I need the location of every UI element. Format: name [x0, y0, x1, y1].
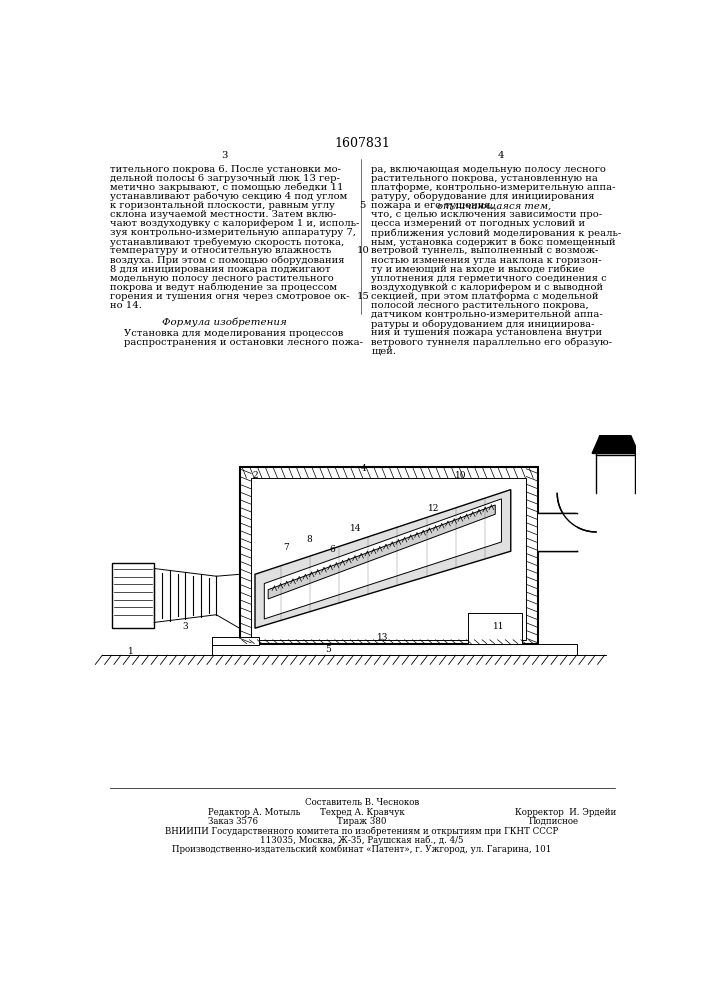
Text: 14: 14: [350, 524, 361, 533]
Text: 3: 3: [182, 622, 188, 631]
Text: 10: 10: [455, 471, 466, 480]
Text: ветровой туннель, выполненный с возмож-: ветровой туннель, выполненный с возмож-: [371, 246, 599, 255]
Text: 5: 5: [360, 201, 366, 210]
Text: воздуходувкой с калорифером и с выводной: воздуходувкой с калорифером и с выводной: [371, 283, 603, 292]
Text: 4: 4: [361, 464, 366, 473]
Text: дельной полосы 6 загрузочный люк 13 гер-: дельной полосы 6 загрузочный люк 13 гер-: [110, 174, 340, 183]
Text: Установка для моделирования процессов: Установка для моделирования процессов: [124, 329, 344, 338]
Text: ния и тушения пожара установлена внутри: ния и тушения пожара установлена внутри: [371, 328, 602, 337]
Text: но 14.: но 14.: [110, 301, 142, 310]
Text: Заказ 3576: Заказ 3576: [209, 817, 259, 826]
Text: 8: 8: [306, 535, 312, 544]
Text: 113035, Москва, Ж-35, Раушская наб., д. 4/5: 113035, Москва, Ж-35, Раушская наб., д. …: [260, 835, 464, 845]
Text: тительного покрова 6. После установки мо-: тительного покрова 6. После установки мо…: [110, 165, 341, 174]
Text: щей.: щей.: [371, 346, 396, 355]
Text: пожара и его тушения,: пожара и его тушения,: [371, 201, 497, 210]
Text: Тираж 380: Тираж 380: [337, 817, 387, 826]
Text: 5: 5: [326, 645, 332, 654]
Text: устанавливают рабочую секцию 4 под углом: устанавливают рабочую секцию 4 под углом: [110, 192, 347, 201]
Text: 3: 3: [221, 151, 227, 160]
Text: растительного покрова, установленную на: растительного покрова, установленную на: [371, 174, 598, 183]
Text: ветрового туннеля параллельно его образую-: ветрового туннеля параллельно его образу…: [371, 337, 612, 347]
Text: платформе, контрольно-измерительную аппа-: платформе, контрольно-измерительную аппа…: [371, 183, 616, 192]
Text: 1607831: 1607831: [334, 137, 390, 150]
Text: 2: 2: [252, 471, 258, 480]
Text: Редактор А. Мотыль: Редактор А. Мотыль: [209, 808, 301, 817]
Text: ра, включающая модельную полосу лесного: ра, включающая модельную полосу лесного: [371, 165, 606, 174]
Text: цесса измерений от погодных условий и: цесса измерений от погодных условий и: [371, 219, 585, 228]
Text: 7: 7: [283, 543, 289, 552]
Text: отличающаяся тем,: отличающаяся тем,: [437, 201, 551, 210]
Text: 11: 11: [493, 622, 505, 631]
Text: Подписное: Подписное: [528, 817, 578, 826]
Polygon shape: [112, 563, 154, 628]
Polygon shape: [592, 436, 638, 453]
Text: температуру и относительную влажность: температуру и относительную влажность: [110, 246, 332, 255]
Text: 10: 10: [356, 246, 369, 255]
Text: зуя контрольно-измерительную аппаратуру 7,: зуя контрольно-измерительную аппаратуру …: [110, 228, 356, 237]
Polygon shape: [468, 613, 522, 644]
Text: ВНИИПИ Государственного комитета по изобретениям и открытиям при ГКНТ СССР: ВНИИПИ Государственного комитета по изоб…: [165, 826, 559, 836]
Text: склона изучаемой местности. Затем вклю-: склона изучаемой местности. Затем вклю-: [110, 210, 337, 219]
Text: Корректор  И. Эрдейи: Корректор И. Эрдейи: [515, 808, 616, 817]
Text: 15: 15: [356, 292, 369, 301]
Text: 8 для инициирования пожара поджигают: 8 для инициирования пожара поджигают: [110, 265, 331, 274]
Text: Производственно-издательский комбинат «Патент», г. Ужгород, ул. Гагарина, 101: Производственно-издательский комбинат «П…: [173, 845, 551, 854]
Polygon shape: [255, 490, 510, 628]
Text: покрова и ведут наблюдение за процессом: покрова и ведут наблюдение за процессом: [110, 283, 337, 292]
Text: 12: 12: [428, 504, 439, 513]
Text: горения и тушения огня через смотровое ок-: горения и тушения огня через смотровое о…: [110, 292, 350, 301]
Text: полосой лесного растительного покрова,: полосой лесного растительного покрова,: [371, 301, 589, 310]
Polygon shape: [557, 493, 596, 532]
Text: ностью изменения угла наклона к горизон-: ностью изменения угла наклона к горизон-: [371, 256, 602, 265]
Text: секцией, при этом платформа с модельной: секцией, при этом платформа с модельной: [371, 292, 599, 301]
Text: Составитель В. Чесноков: Составитель В. Чесноков: [305, 798, 419, 807]
Text: приближения условий моделирования к реаль-: приближения условий моделирования к реал…: [371, 228, 621, 238]
Text: чают воздуходувку с калорифером 1 и, исполь-: чают воздуходувку с калорифером 1 и, исп…: [110, 219, 359, 228]
Text: метично закрывают, с помощью лебедки 11: метично закрывают, с помощью лебедки 11: [110, 183, 344, 192]
Text: ту и имеющий на входе и выходе гибкие: ту и имеющий на входе и выходе гибкие: [371, 265, 585, 274]
Text: Формула изобретения: Формула изобретения: [162, 318, 286, 327]
Text: ратуру, оборудование для инициирования: ратуру, оборудование для инициирования: [371, 192, 595, 201]
Text: модельную полосу лесного растительного: модельную полосу лесного растительного: [110, 274, 334, 283]
Polygon shape: [251, 478, 526, 640]
Polygon shape: [212, 637, 259, 645]
Text: 13: 13: [378, 633, 389, 642]
Text: уплотнения для герметичного соединения с: уплотнения для герметичного соединения с: [371, 274, 607, 283]
Text: что, с целью исключения зависимости про-: что, с целью исключения зависимости про-: [371, 210, 602, 219]
Text: 9: 9: [597, 435, 603, 444]
Text: к горизонтальной плоскости, равным углу: к горизонтальной плоскости, равным углу: [110, 201, 335, 210]
Polygon shape: [264, 499, 501, 619]
Text: датчиком контрольно-измерительной аппа-: датчиком контрольно-измерительной аппа-: [371, 310, 603, 319]
Text: устанавливают требуемую скорость потока,: устанавливают требуемую скорость потока,: [110, 237, 344, 247]
Polygon shape: [212, 644, 577, 655]
Text: 1: 1: [128, 647, 134, 656]
Text: распространения и остановки лесного пожа-: распространения и остановки лесного пожа…: [124, 338, 363, 347]
Text: Техред А. Кравчук: Техред А. Кравчук: [320, 808, 404, 817]
Polygon shape: [538, 513, 577, 551]
Text: 6: 6: [329, 545, 335, 554]
Polygon shape: [596, 453, 635, 455]
Text: воздуха. При этом с помощью оборудования: воздуха. При этом с помощью оборудования: [110, 256, 344, 265]
Text: ным, установка содержит в бокс помещенный: ным, установка содержит в бокс помещенны…: [371, 237, 616, 247]
Text: ратуры и оборудованием для инициирова-: ратуры и оборудованием для инициирова-: [371, 319, 595, 329]
Text: 4: 4: [498, 151, 504, 160]
Polygon shape: [268, 505, 495, 599]
